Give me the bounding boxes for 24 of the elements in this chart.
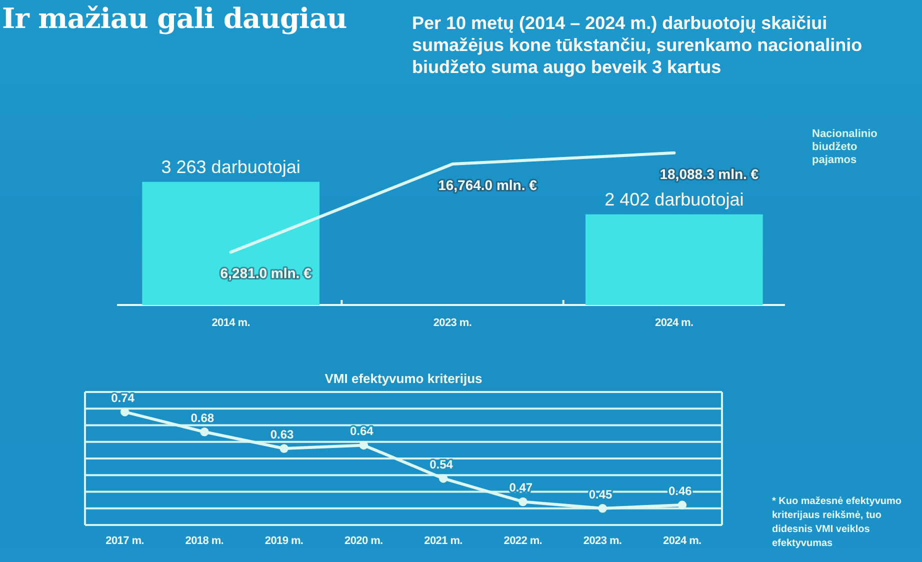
x-tick-label: 2023 m.	[583, 535, 622, 547]
x-tick-label: 2021 m.	[424, 535, 463, 547]
x-tick-label: 2019 m.	[264, 535, 304, 547]
point	[120, 408, 130, 416]
point	[678, 500, 687, 510]
data-label: 0.74	[111, 390, 135, 405]
data-label: 0.68	[190, 410, 214, 425]
point	[598, 504, 607, 513]
point	[438, 474, 448, 483]
x-tick-label: 2024 m.	[663, 535, 702, 547]
x-tick-label: 2018 m.	[185, 535, 224, 547]
x-tick-label: 2022 m.	[504, 535, 542, 547]
data-label: 0.63	[270, 428, 294, 442]
x-tick-label: 2020 m.	[344, 535, 384, 547]
point	[518, 497, 528, 506]
point	[200, 428, 209, 436]
point	[359, 440, 368, 450]
point	[280, 444, 288, 453]
data-label: 0.64	[350, 424, 374, 438]
chart-title: VMI efektyvumo kriterijus	[324, 371, 482, 386]
text: * Kuo mažesnė efektyvumo kriterijaus reikšmė, tuo didesnis VMI veiklos efektyvumas	[772, 495, 902, 551]
data-label: 0.47	[509, 480, 533, 495]
data-label: 0.54	[430, 457, 454, 472]
x-tick-label: 2017 m.	[106, 535, 144, 547]
